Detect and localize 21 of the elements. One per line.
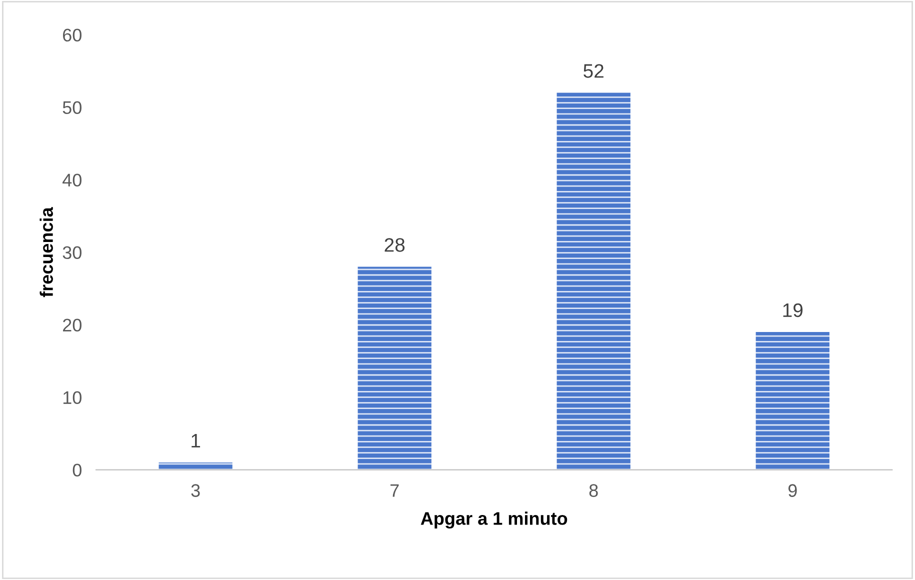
y-tick-label: 50 [62,101,82,114]
x-tick-label: 3 [191,484,200,497]
x-tick-label: 9 [788,484,797,497]
data-label: 1 [192,434,200,448]
y-tick-label: 60 [63,28,82,42]
x-tick-label: 8 [589,484,598,497]
bar [358,266,432,470]
bar [556,92,630,470]
y-tick-label: 40 [62,174,82,187]
y-tick-label: 10 [63,391,82,404]
y-tick-label: 30 [62,246,82,260]
y-tick-label: 20 [63,318,82,332]
y-axis-title: frecuencia [40,207,53,298]
data-label: 28 [384,238,405,252]
x-tick-label: 7 [390,484,399,497]
data-label: 19 [783,303,803,318]
bar [756,332,830,470]
y-tick-label: 0 [72,464,82,477]
data-label: 52 [584,64,604,78]
x-axis-title: Apgar a 1 minuto [420,512,568,529]
bar [158,462,232,470]
